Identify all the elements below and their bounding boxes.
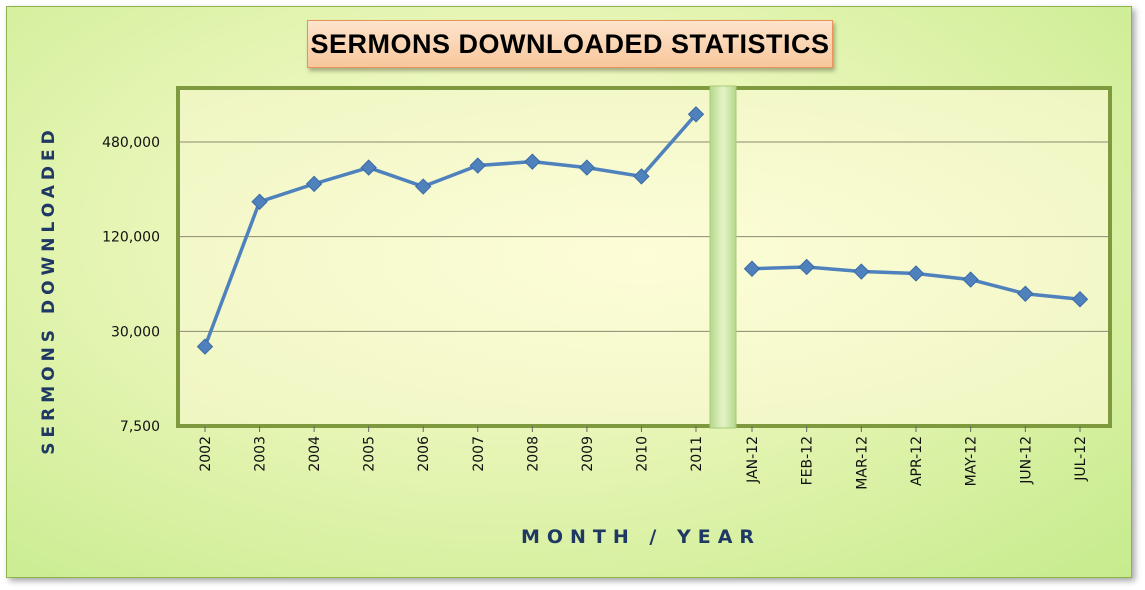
x-axis-title: MONTH / YEAR	[520, 526, 762, 548]
x-tick-label: 2010	[634, 436, 650, 472]
monthly-data-point	[907, 265, 925, 282]
x-tick-label: 2005	[362, 436, 378, 472]
x-tick-label: 2004	[307, 436, 323, 472]
yearly-series-line	[203, 113, 698, 348]
monthly-data-point	[853, 263, 870, 280]
yearly-data-point	[578, 159, 596, 176]
x-tick-label: FEB-12	[800, 436, 816, 485]
monthly-data-point	[962, 271, 979, 288]
yearly-data-point	[305, 175, 323, 193]
x-tick-label: 2007	[471, 436, 487, 472]
y-tick-label: 7,500	[120, 419, 160, 435]
yearly-data-point	[469, 157, 486, 174]
panel-separator	[709, 85, 737, 429]
x-tick-label: 2002	[198, 436, 214, 472]
monthly-data-point	[1071, 291, 1089, 308]
x-tick-label: 2008	[525, 436, 541, 472]
plot-background	[176, 86, 1112, 428]
monthly-data-point	[743, 260, 761, 277]
yearly-data-point	[251, 193, 268, 210]
y-tick-label: 480,000	[102, 135, 160, 151]
monthly-data-point	[1017, 285, 1034, 302]
x-tick-label: APR-12	[909, 436, 925, 486]
yearly-data-point	[196, 338, 214, 355]
yearly-data-point	[524, 153, 541, 170]
x-tick-label: MAY-12	[964, 436, 980, 486]
x-tick-label: 2009	[580, 436, 596, 472]
x-tick-label: MAR-12	[854, 436, 870, 490]
x-tick-label: 2011	[689, 436, 705, 472]
yearly-data-point	[633, 168, 650, 185]
yearly-data-point	[415, 178, 432, 195]
yearly-data-point	[360, 159, 377, 176]
monthly-data-point	[798, 258, 815, 276]
x-tick-label: JUN-12	[1018, 436, 1034, 485]
chart-title: SERMONS DOWNLOADED STATISTICS	[307, 20, 833, 68]
x-tick-label: JUL-12	[1073, 436, 1089, 482]
x-tick-label: 2006	[416, 436, 432, 472]
x-tick-label: JAN-12	[745, 436, 761, 484]
y-tick-label: 120,000	[102, 230, 160, 246]
y-tick-label: 30,000	[111, 324, 160, 340]
yearly-data-point	[687, 106, 705, 123]
x-tick-label: 2003	[253, 436, 269, 472]
